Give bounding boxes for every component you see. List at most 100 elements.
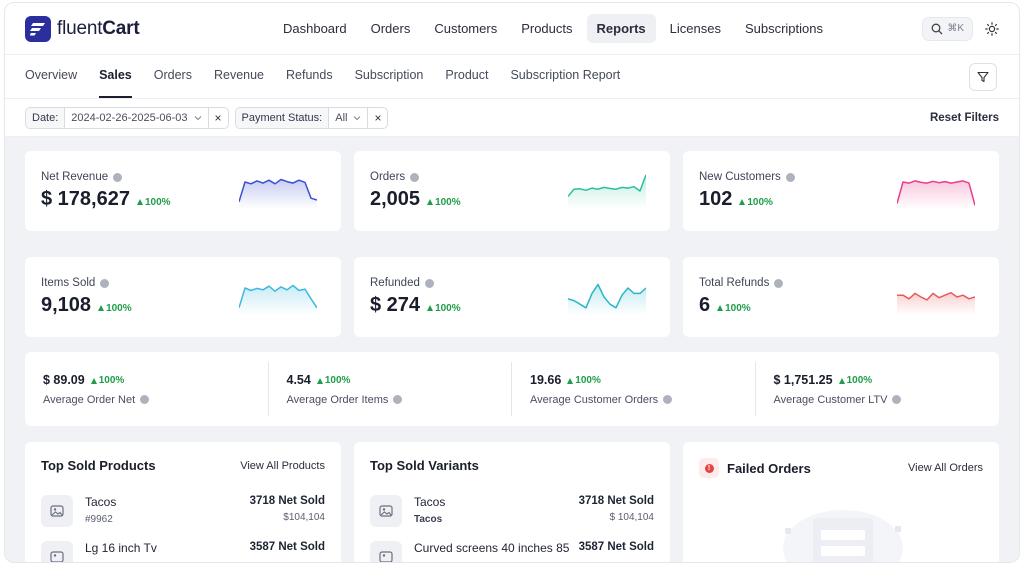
sparkline-line (568, 174, 646, 197)
stat-value: $ 89.09 (43, 372, 85, 387)
delta-badge: 100% (98, 303, 132, 314)
panel-title: Failed Orders (727, 460, 811, 476)
tab-product[interactable]: Product (445, 68, 489, 82)
nav-products[interactable]: Products (521, 21, 573, 36)
report-content: Net Revenue $ 178,627 100% Orders 2,005 100% N… (5, 137, 1019, 562)
delta-badge: 100% (567, 375, 601, 386)
delta-badge: 100% (717, 303, 751, 314)
date-filter-value[interactable]: 2024-02-26-2025-06-03 (65, 108, 207, 128)
nav-dashboard[interactable]: Dashboard (283, 21, 347, 36)
tab-subscription[interactable]: Subscription (354, 68, 424, 82)
net-sold: 3718 Net Sold (249, 495, 325, 507)
nav-orders[interactable]: Orders (370, 21, 411, 36)
delta-badge: 100% (427, 197, 461, 208)
arrow-up-icon (427, 199, 434, 205)
delta-badge: 100% (739, 197, 773, 208)
variant-name: Tacos (414, 495, 446, 509)
nav-subscriptions[interactable]: Subscriptions (744, 21, 823, 36)
kpi-card: Orders 2,005 100% (354, 151, 670, 231)
sparkline-chart (897, 180, 975, 209)
chevron-down-icon (354, 115, 361, 120)
kpi-card: New Customers 102 100% (683, 151, 999, 231)
filter-icon (977, 71, 989, 83)
kpi-value: $ 274 (370, 294, 421, 316)
kpi-card: Items Sold 9,108 100% (25, 257, 341, 337)
sparkline-line (897, 291, 975, 301)
kpi-label: Orders (370, 171, 654, 183)
tab-orders[interactable]: Orders (153, 68, 192, 82)
reset-filters-button[interactable]: Reset Filters (929, 111, 999, 124)
arrow-up-icon (739, 199, 746, 205)
info-icon[interactable] (113, 172, 123, 182)
net-amount: $ 104,104 (609, 512, 655, 523)
kpi-value: 9,108 (41, 294, 92, 316)
product-name: Tacos (85, 495, 117, 509)
net-sold: 3718 Net Sold (578, 495, 654, 507)
payment-status-value[interactable]: All (329, 108, 367, 128)
sparkline-chart (568, 283, 646, 315)
tab-overview[interactable]: Overview (25, 68, 78, 82)
net-sold: 3587 Net Sold (249, 541, 325, 553)
clear-payment-filter-close-icon[interactable]: × (367, 107, 387, 128)
sparkline-chart (568, 174, 646, 209)
stat-item: 19.66 100% Average Customer Orders (512, 362, 756, 416)
arrow-up-icon (427, 305, 434, 311)
tab-revenue[interactable]: Revenue (213, 68, 265, 82)
filter-button[interactable] (969, 63, 997, 91)
alert-icon: ! (699, 458, 719, 478)
info-icon[interactable] (785, 172, 795, 182)
sparkline-line (568, 283, 646, 309)
tab-refunds[interactable]: Refunds (286, 68, 333, 82)
net-amount: $104,104 (283, 512, 325, 523)
tab-subscription-report[interactable]: Subscription Report (510, 68, 621, 82)
theme-toggle-sun-icon[interactable] (985, 21, 999, 36)
info-icon[interactable] (393, 395, 403, 404)
stat-value: 4.54 (286, 372, 311, 387)
panel-title: Top Sold Products (41, 458, 156, 473)
list-item[interactable]: Curved screens 40 inches 85 3587 Net Sol… (370, 541, 654, 562)
info-icon[interactable] (100, 278, 110, 288)
view-all-orders-link[interactable]: View All Orders (908, 462, 983, 474)
failed-orders-panel: ! Failed Orders View All Orders (683, 442, 999, 562)
stat-label: Average Customer LTV (774, 394, 982, 406)
view-all-products-link[interactable]: View All Products (240, 459, 325, 472)
info-icon[interactable] (663, 395, 673, 404)
nav-licenses[interactable]: Licenses (669, 21, 721, 36)
nav-reports[interactable]: Reports (586, 14, 656, 43)
info-icon[interactable] (424, 278, 434, 288)
delta-badge: 100% (136, 197, 171, 208)
kpi-value: $ 178,627 (41, 188, 130, 210)
empty-state-illustration-icon (783, 510, 903, 562)
list-item[interactable]: Lg 16 inch Tv 3587 Net Sold (41, 541, 325, 562)
sparkline-chart (239, 178, 317, 209)
reports-tabs: Overview Sales Orders Revenue Refunds Su… (5, 55, 1019, 99)
variant-name: Curved screens 40 inches 85 (414, 541, 570, 555)
kpi-label: New Customers (699, 171, 983, 183)
sparkline-area (239, 179, 317, 209)
panel-title: Top Sold Variants (370, 458, 479, 473)
main-nav: Dashboard Orders Customers Products Repo… (273, 14, 833, 43)
top-sold-variants-panel: Top Sold Variants Tacos Tacos 3718 Net S… (354, 442, 670, 562)
variant-parent: Tacos (414, 514, 443, 525)
list-item[interactable]: Tacos #9962 3718 Net Sold $104,104 (41, 495, 325, 527)
logo[interactable]: fluentCart (25, 15, 265, 42)
kpi-card: Refunded $ 274 100% (354, 257, 670, 337)
search-button[interactable]: ⌘K (922, 16, 973, 41)
clear-date-filter-close-icon[interactable]: × (207, 107, 228, 128)
info-icon[interactable] (410, 172, 420, 182)
info-icon[interactable] (892, 395, 902, 404)
stat-value: 19.66 (530, 372, 562, 387)
tab-sales[interactable]: Sales (99, 68, 132, 98)
arrow-up-icon (717, 305, 724, 311)
date-filter-label: Date: (26, 107, 66, 128)
date-filter[interactable]: Date: 2024-02-26-2025-06-03 × (25, 106, 229, 129)
nav-customers[interactable]: Customers (434, 21, 498, 36)
kpi-label: Total Refunds (699, 277, 983, 289)
info-icon[interactable] (140, 395, 150, 404)
payment-status-filter[interactable]: Payment Status: All × (234, 106, 389, 129)
arrow-up-icon (136, 199, 143, 205)
arrow-up-icon (98, 305, 105, 311)
list-item[interactable]: Tacos Tacos 3718 Net Sold $ 104,104 (370, 495, 654, 527)
stat-label: Average Order Net (43, 394, 250, 406)
info-icon[interactable] (774, 278, 784, 288)
